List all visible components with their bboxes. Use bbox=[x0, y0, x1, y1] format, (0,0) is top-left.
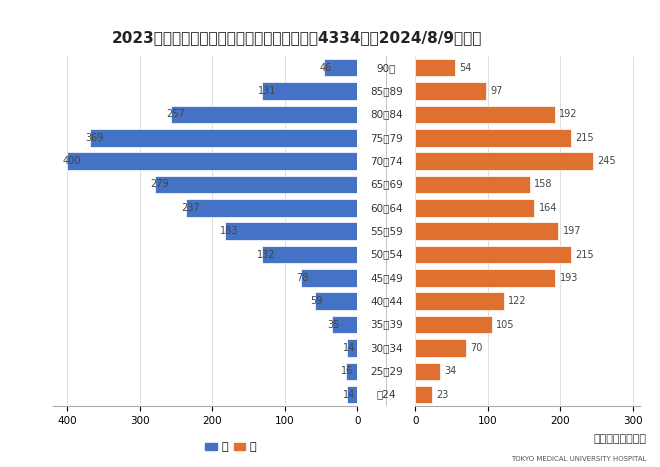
Text: 55～59: 55～59 bbox=[370, 226, 403, 236]
Bar bbox=[415, 339, 466, 357]
Text: 25～29: 25～29 bbox=[370, 366, 403, 376]
Text: 183: 183 bbox=[220, 226, 239, 236]
Bar bbox=[332, 316, 357, 333]
Text: 97: 97 bbox=[490, 86, 502, 96]
Bar bbox=[415, 362, 440, 380]
Bar bbox=[415, 199, 535, 217]
Text: 215: 215 bbox=[576, 249, 594, 260]
Text: ～24: ～24 bbox=[377, 389, 396, 400]
Text: 35: 35 bbox=[327, 319, 340, 330]
Text: 70: 70 bbox=[471, 343, 483, 353]
Bar bbox=[171, 106, 357, 123]
Text: 45～49: 45～49 bbox=[370, 273, 403, 283]
Bar bbox=[346, 362, 357, 380]
Text: 122: 122 bbox=[508, 296, 527, 306]
Text: 23: 23 bbox=[436, 389, 449, 400]
Text: 75～79: 75～79 bbox=[370, 133, 403, 143]
Text: 164: 164 bbox=[539, 203, 557, 213]
Text: 46: 46 bbox=[319, 63, 332, 73]
Text: 14: 14 bbox=[343, 389, 355, 400]
Bar bbox=[415, 129, 572, 147]
Text: 34: 34 bbox=[444, 366, 457, 376]
Text: 192: 192 bbox=[559, 109, 578, 120]
Text: 80～84: 80～84 bbox=[370, 109, 403, 120]
Text: 131: 131 bbox=[258, 86, 277, 96]
Bar bbox=[415, 292, 504, 310]
Bar bbox=[415, 246, 572, 263]
Bar bbox=[67, 152, 357, 170]
Bar bbox=[415, 269, 555, 287]
Text: 16: 16 bbox=[341, 366, 354, 376]
Text: 279: 279 bbox=[150, 179, 170, 190]
Text: 35～39: 35～39 bbox=[370, 319, 403, 330]
Text: 2023年　年齢別男女別がん登録件数　（総衡4334件　2024/8/9現在）: 2023年 年齢別男女別がん登録件数 （総衡4334件 2024/8/9現在） bbox=[112, 30, 482, 45]
Bar bbox=[415, 82, 486, 100]
Text: 40～44: 40～44 bbox=[370, 296, 403, 306]
Bar bbox=[347, 339, 357, 357]
Text: 105: 105 bbox=[496, 319, 514, 330]
Text: 30～34: 30～34 bbox=[370, 343, 403, 353]
Bar bbox=[224, 222, 357, 240]
Text: TOKYO MEDICAL UNIVERSITY HOSPITAL: TOKYO MEDICAL UNIVERSITY HOSPITAL bbox=[512, 456, 647, 462]
Text: 400: 400 bbox=[63, 156, 81, 166]
Bar bbox=[415, 106, 554, 123]
Text: 197: 197 bbox=[562, 226, 581, 236]
Bar bbox=[415, 152, 593, 170]
Text: 369: 369 bbox=[85, 133, 104, 143]
Bar bbox=[415, 316, 492, 333]
Text: 50～54: 50～54 bbox=[370, 249, 403, 260]
Bar bbox=[415, 59, 455, 77]
Bar bbox=[347, 386, 357, 403]
Text: 193: 193 bbox=[560, 273, 578, 283]
Text: 215: 215 bbox=[576, 133, 594, 143]
Bar bbox=[263, 82, 357, 100]
Text: 東京医科大学病院: 東京医科大学病院 bbox=[594, 434, 647, 444]
Bar bbox=[415, 176, 530, 193]
Text: 78: 78 bbox=[296, 273, 309, 283]
Text: 257: 257 bbox=[167, 109, 185, 120]
Text: 90～: 90～ bbox=[377, 63, 396, 73]
Bar bbox=[315, 292, 357, 310]
Text: 59: 59 bbox=[310, 296, 323, 306]
Bar bbox=[155, 176, 357, 193]
Text: 245: 245 bbox=[597, 156, 616, 166]
Text: 70～74: 70～74 bbox=[370, 156, 403, 166]
Text: 54: 54 bbox=[459, 63, 471, 73]
Bar bbox=[415, 386, 432, 403]
Text: 132: 132 bbox=[257, 249, 276, 260]
Bar bbox=[261, 246, 357, 263]
Bar bbox=[90, 129, 357, 147]
Legend: 男, 女: 男, 女 bbox=[201, 438, 261, 457]
Bar bbox=[185, 199, 357, 217]
Text: 60～64: 60～64 bbox=[370, 203, 403, 213]
Text: 85～89: 85～89 bbox=[370, 86, 403, 96]
Text: 158: 158 bbox=[535, 179, 553, 190]
Bar bbox=[415, 222, 558, 240]
Text: 65～69: 65～69 bbox=[370, 179, 403, 190]
Text: 14: 14 bbox=[343, 343, 355, 353]
Bar bbox=[324, 59, 357, 77]
Text: 237: 237 bbox=[181, 203, 200, 213]
Bar bbox=[301, 269, 357, 287]
